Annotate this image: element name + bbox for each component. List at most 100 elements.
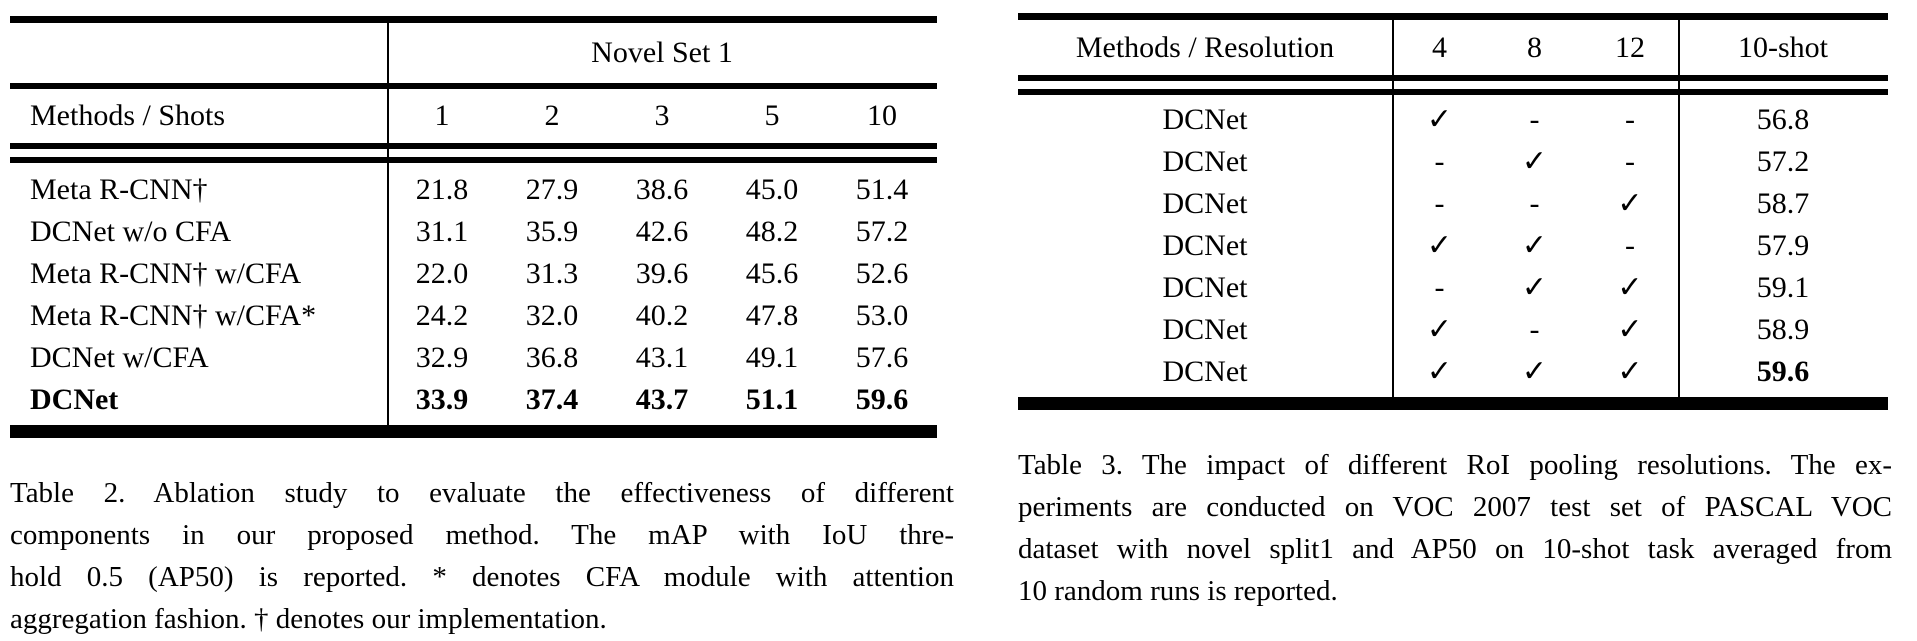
table-2-body: Meta R-CNN† 21.8 27.9 38.6 45.0 51.4 DCN… — [10, 163, 937, 425]
check-cell: ✓ — [1521, 355, 1548, 388]
value-cell: 38.6 — [635, 173, 689, 206]
method-cell: Meta R-CNN† — [30, 173, 208, 206]
table-3-header-res: 4 — [1432, 31, 1447, 64]
check-cell: - — [1529, 187, 1540, 220]
check-cell: ✓ — [1426, 229, 1453, 262]
table-2-group-header-row: Novel Set 1 — [10, 23, 937, 83]
table-2-header-shot: 10 — [867, 99, 897, 132]
check-cell: ✓ — [1617, 271, 1643, 304]
table-2-header-shot: 3 — [654, 99, 670, 132]
method-cell-dcnet-bold: DCNet — [30, 383, 119, 416]
table-3-header-methods: Methods / Resolution — [1075, 31, 1335, 64]
table-2-bottom-rule — [10, 425, 937, 438]
table-3-header-10shot: 10-shot — [1738, 31, 1828, 64]
table-2-double-rule — [10, 143, 937, 163]
value-cell: 33.9 — [415, 383, 469, 416]
method-cell: DCNet — [1162, 103, 1248, 136]
table-3-body: DCNet ✓ - - 56.8 DCNet - ✓ - 57.2 DCNet … — [1018, 95, 1888, 397]
value-cell: 27.9 — [525, 173, 579, 206]
caption-line: components in our proposed method. The m… — [10, 519, 954, 551]
table-2-header-rule — [10, 83, 937, 89]
caption-line: aggregation fashion. † denotes our imple… — [10, 603, 607, 635]
score-cell-best-bold: 59.6 — [1756, 355, 1810, 388]
check-cell: ✓ — [1521, 229, 1548, 262]
method-cell: DCNet — [1162, 313, 1248, 346]
caption-line: periments are conducted on VOC 2007 test… — [1018, 491, 1892, 523]
check-cell: - — [1625, 229, 1635, 262]
score-cell: 56.8 — [1756, 103, 1810, 136]
method-cell: Meta R-CNN† w/CFA — [30, 257, 302, 290]
table-2-caption: Table 2. Ablation study to evaluate the … — [10, 472, 954, 640]
caption-line: Table 3. The impact of different RoI poo… — [1018, 449, 1892, 481]
table-3-header-res: 8 — [1527, 31, 1542, 64]
value-cell: 40.2 — [635, 299, 689, 332]
value-cell: 48.2 — [745, 215, 799, 248]
table-3-column-divider-1 — [1392, 20, 1394, 397]
check-cell: ✓ — [1426, 103, 1453, 136]
table-2-empty-corner — [10, 23, 387, 83]
check-cell: ✓ — [1617, 187, 1643, 220]
table-2-column-divider — [387, 23, 389, 425]
method-cell: Meta R-CNN† w/CFA* — [30, 299, 317, 332]
table-3-top-rule — [1018, 13, 1888, 20]
table-2-header-shot: 5 — [764, 99, 780, 132]
check-cell: - — [1625, 145, 1635, 178]
table-2-group-header: Novel Set 1 — [591, 36, 733, 69]
value-cell: 21.8 — [415, 173, 469, 206]
method-cell: DCNet — [1162, 145, 1248, 178]
value-cell: 57.2 — [855, 215, 909, 248]
value-cell: 22.0 — [415, 257, 469, 290]
table-2-ablation-study: Novel Set 1 Methods / Shots 1 2 3 5 10 M… — [10, 16, 937, 438]
check-cell: - — [1529, 313, 1540, 346]
value-cell: 52.6 — [855, 257, 909, 290]
value-cell: 51.1 — [745, 383, 799, 416]
value-cell: 47.8 — [745, 299, 799, 332]
table-3-column-divider-2 — [1678, 20, 1680, 397]
value-cell: 31.3 — [525, 257, 579, 290]
method-cell: DCNet w/o CFA — [30, 215, 232, 248]
value-cell: 59.6 — [855, 383, 909, 416]
method-cell: DCNet — [1162, 229, 1248, 262]
check-cell: ✓ — [1521, 271, 1548, 304]
value-cell: 24.2 — [415, 299, 469, 332]
table-3-caption: Table 3. The impact of different RoI poo… — [1018, 444, 1892, 612]
score-cell: 57.9 — [1756, 229, 1810, 262]
value-cell: 49.1 — [745, 341, 799, 374]
caption-line: Table 2. Ablation study to evaluate the … — [10, 477, 954, 509]
value-cell: 42.6 — [635, 215, 689, 248]
table-2-header-shot: 2 — [544, 99, 560, 132]
check-cell: - — [1529, 103, 1540, 136]
check-cell: - — [1625, 103, 1635, 136]
value-cell: 32.9 — [415, 341, 469, 374]
check-cell: ✓ — [1426, 355, 1453, 388]
check-cell: - — [1434, 187, 1445, 220]
caption-line: 10 random runs is reported. — [1018, 575, 1338, 607]
check-cell: - — [1434, 271, 1445, 304]
value-cell: 57.6 — [855, 341, 909, 374]
table-2-top-rule — [10, 16, 937, 23]
value-cell: 31.1 — [415, 215, 469, 248]
value-cell: 51.4 — [855, 173, 909, 206]
value-cell: 37.4 — [525, 383, 579, 416]
method-cell: DCNet — [1162, 271, 1248, 304]
table-2-header-shot: 1 — [434, 99, 450, 132]
method-cell: DCNet w/CFA — [30, 341, 209, 374]
score-cell: 59.1 — [1756, 271, 1810, 304]
table-3-roi-pooling: Methods / Resolution 4 8 12 10-shot DCNe… — [1018, 13, 1888, 410]
table-2-header-row: Methods / Shots 1 2 3 5 10 — [10, 89, 937, 143]
value-cell: 43.1 — [635, 341, 689, 374]
table-2-header-methods: Methods / Shots — [30, 99, 226, 132]
value-cell: 43.7 — [635, 383, 689, 416]
value-cell: 45.6 — [745, 257, 799, 290]
table-3-double-rule — [1018, 75, 1888, 95]
value-cell: 36.8 — [525, 341, 579, 374]
score-cell: 57.2 — [1756, 145, 1810, 178]
check-cell: ✓ — [1617, 355, 1643, 388]
caption-line: dataset with novel split1 and AP50 on 10… — [1018, 533, 1892, 565]
check-cell: ✓ — [1521, 145, 1548, 178]
caption-line: hold 0.5 (AP50) is reported. * denotes C… — [10, 561, 954, 593]
value-cell: 45.0 — [745, 173, 799, 206]
value-cell: 32.0 — [525, 299, 579, 332]
table-3-header-row: Methods / Resolution 4 8 12 10-shot — [1018, 20, 1888, 75]
value-cell: 53.0 — [855, 299, 909, 332]
